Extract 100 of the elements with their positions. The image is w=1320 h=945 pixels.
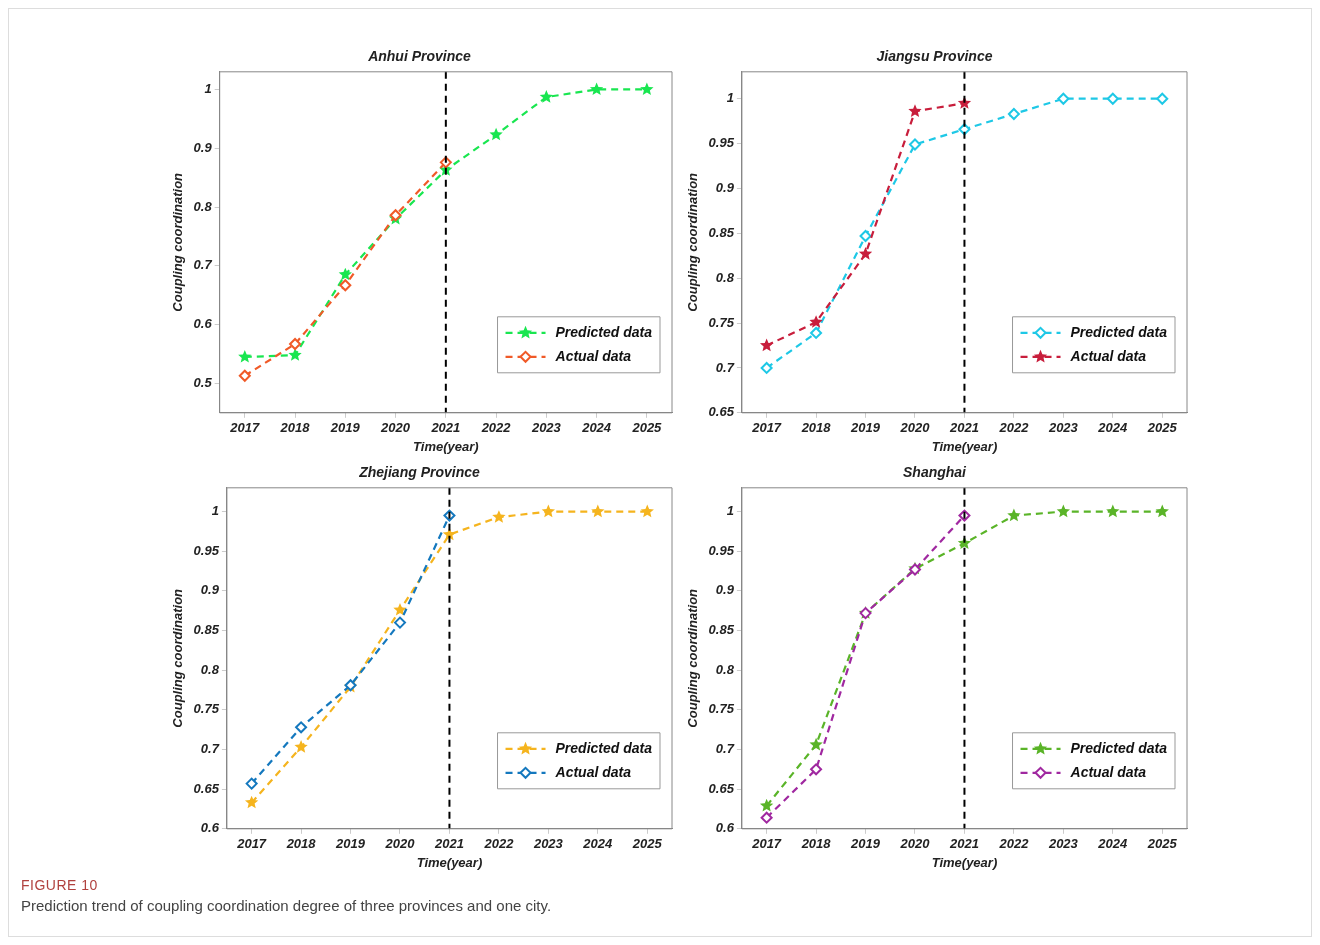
- legend-label: Predicted data: [555, 739, 653, 756]
- x-tick-label: 2019: [329, 420, 361, 436]
- y-tick-label: 0.9: [715, 180, 735, 196]
- point: [1056, 504, 1071, 518]
- x-tick-label: 2019: [335, 836, 366, 852]
- x-tick-label: 2018: [285, 836, 317, 852]
- x-tick-label: 2019: [850, 836, 881, 852]
- y-tick-label: 0.9: [193, 139, 213, 155]
- chart-title: Zhejiang Province: [358, 464, 480, 481]
- point: [1007, 508, 1021, 522]
- y-tick-label: 0.95: [708, 135, 735, 151]
- y-tick-label: 0.7: [193, 257, 213, 273]
- x-tick-label: 2020: [899, 420, 931, 436]
- x-tick-label: 2018: [800, 420, 832, 436]
- y-tick-label: 0.65: [708, 780, 735, 796]
- caption: FIGURE 10: [21, 877, 99, 893]
- y-tick-label: 0.7: [715, 741, 735, 757]
- y-tick-label: 0.75: [708, 314, 735, 330]
- point: [858, 246, 873, 260]
- y-tick-label: 0.85: [708, 224, 735, 240]
- point: [338, 267, 352, 281]
- point: [809, 737, 823, 751]
- x-tick-label: 2021: [948, 836, 979, 852]
- point: [1156, 92, 1169, 105]
- point: [393, 602, 407, 616]
- x-tick-label: 2017: [751, 836, 782, 852]
- x-axis-title: Time(year): [413, 438, 479, 454]
- point: [809, 315, 823, 328]
- x-tick-label: 2023: [532, 836, 564, 852]
- y-tick-label: 0.65: [193, 780, 220, 796]
- point: [759, 338, 774, 352]
- point: [394, 616, 406, 629]
- point: [492, 510, 506, 523]
- y-axis-title: Coupling coordination: [685, 172, 701, 312]
- x-tick-label: 2023: [1047, 420, 1079, 436]
- y-tick-label: 0.85: [193, 622, 220, 638]
- legend-label: Predicted data: [1070, 323, 1168, 340]
- y-axis-title: Coupling coordination: [170, 172, 186, 312]
- point: [489, 127, 503, 141]
- y-tick-label: 1: [204, 81, 212, 97]
- point: [294, 740, 308, 753]
- y-tick-label: 0.8: [715, 269, 735, 285]
- x-tick-label: 2022: [480, 420, 512, 436]
- point: [1155, 504, 1169, 518]
- y-tick-label: 0.6: [715, 820, 735, 836]
- x-tick-label: 2020: [384, 836, 416, 852]
- x-tick-label: 2025: [1146, 420, 1178, 436]
- y-tick-label: 0.8: [200, 661, 220, 677]
- x-tick-label: 2020: [899, 836, 931, 852]
- y-tick-label: 0.75: [193, 701, 220, 717]
- x-tick-label: 2024: [581, 420, 612, 436]
- point: [339, 279, 352, 292]
- point: [591, 504, 605, 518]
- point: [760, 811, 773, 824]
- point: [295, 721, 308, 734]
- x-axis-title: Time(year): [931, 854, 998, 870]
- x-tick-label: 2025: [1146, 836, 1178, 852]
- x-tick-label: 2018: [279, 420, 311, 436]
- legend-label: Actual data: [554, 347, 632, 364]
- point: [810, 326, 823, 339]
- point: [760, 361, 773, 374]
- x-tick-label: 2017: [229, 420, 261, 436]
- point: [238, 349, 252, 363]
- point: [640, 82, 654, 96]
- y-tick-label: 0.5: [193, 374, 213, 390]
- point: [541, 504, 556, 518]
- legend-label: Actual data: [1069, 347, 1147, 364]
- x-tick-label: 2017: [751, 420, 782, 436]
- point: [244, 795, 259, 809]
- x-tick-label: 2019: [850, 420, 881, 436]
- point: [589, 82, 604, 96]
- x-tick-label: 2025: [631, 836, 663, 852]
- x-tick-label: 2024: [582, 836, 614, 852]
- x-tick-label: 2020: [380, 420, 411, 436]
- point: [859, 230, 872, 243]
- y-axis-title: Coupling coordination: [685, 588, 701, 728]
- y-tick-label: 0.65: [708, 404, 735, 420]
- point: [245, 777, 258, 790]
- x-tick-label: 2018: [800, 836, 832, 852]
- x-tick-label: 2021: [948, 420, 979, 436]
- legend-label: Predicted data: [555, 323, 653, 340]
- point: [1106, 92, 1119, 105]
- y-tick-label: 0.8: [715, 661, 735, 677]
- x-tick-label: 2021: [430, 420, 461, 436]
- text: Prediction trend of coupling coordination degree of three provinces and one city.: [21, 897, 552, 914]
- y-tick-label: 0.7: [200, 741, 220, 757]
- x-axis-title: Time(year): [931, 438, 998, 454]
- y-tick-label: 0.6: [200, 820, 220, 836]
- x-tick-label: 2024: [1097, 836, 1129, 852]
- y-tick-label: 0.9: [200, 582, 220, 598]
- point: [539, 90, 554, 103]
- chart-title: Anhui Province: [367, 48, 472, 65]
- y-tick-label: 1: [211, 503, 219, 519]
- y-axis-title: Coupling coordination: [170, 588, 186, 728]
- point: [810, 763, 823, 776]
- chart-title: Shanghai: [902, 464, 968, 481]
- x-tick-label: 2022: [483, 836, 515, 852]
- y-tick-label: 0.75: [708, 701, 735, 717]
- point: [1106, 504, 1120, 518]
- y-tick-label: 1: [726, 90, 734, 106]
